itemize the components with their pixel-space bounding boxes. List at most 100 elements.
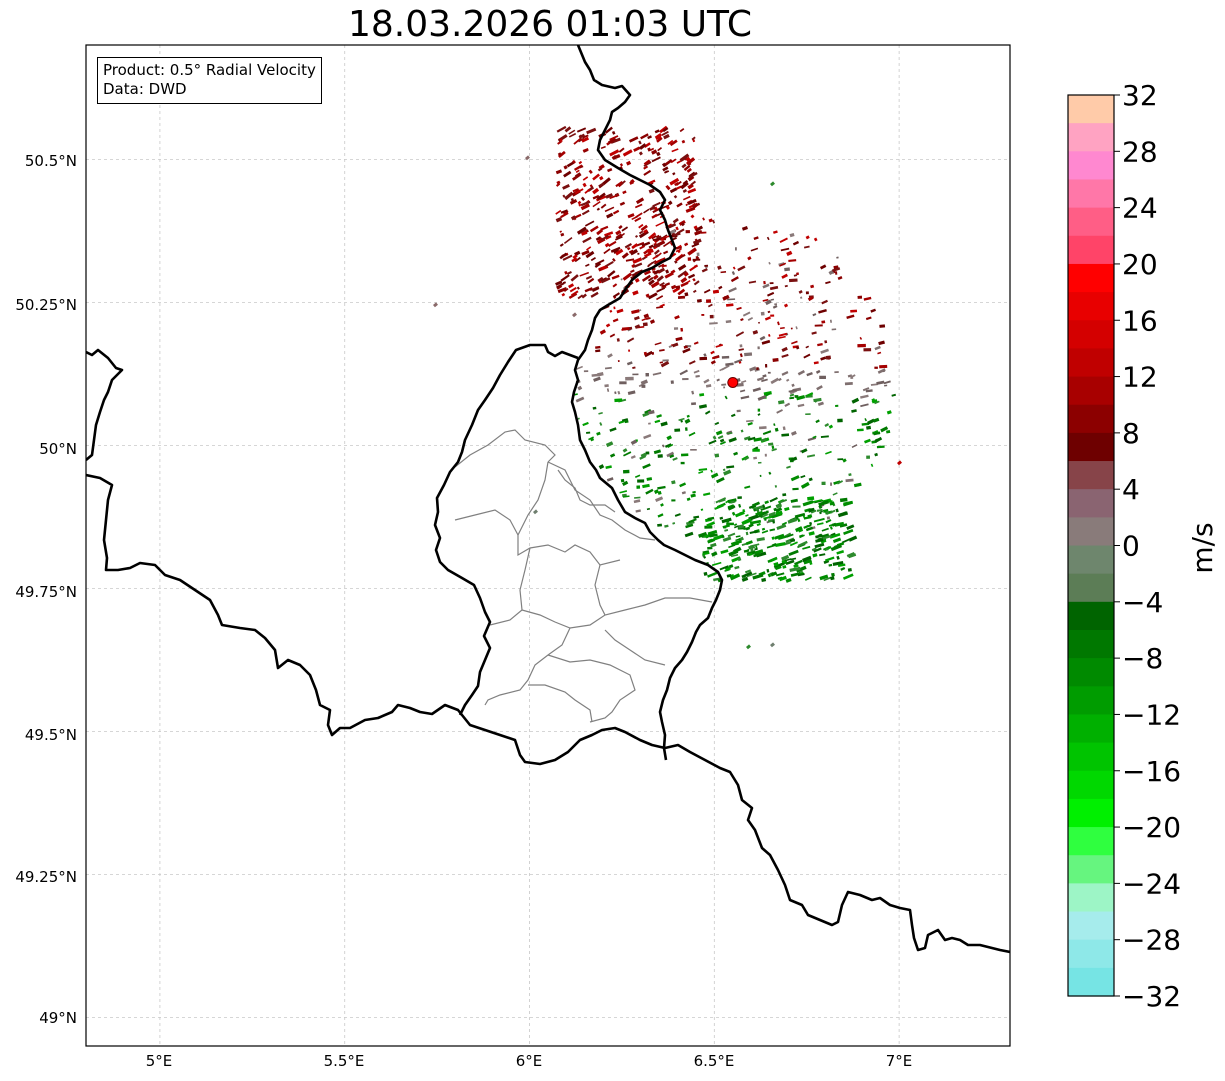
echo-cell	[643, 434, 652, 440]
echo-cell	[654, 129, 660, 134]
echo-cell	[831, 522, 837, 527]
echo-cell	[653, 246, 658, 250]
echo-cell	[731, 271, 736, 276]
echo-cell	[767, 310, 771, 314]
echo-cell	[598, 464, 605, 470]
echo-cell	[832, 537, 842, 543]
echo-cell	[686, 497, 691, 501]
echo-cell	[861, 422, 869, 426]
echo-cell	[817, 401, 824, 407]
echo-cell	[762, 283, 770, 289]
echo-cell	[653, 449, 662, 455]
echo-cell	[744, 569, 752, 574]
echo-cell	[812, 553, 818, 558]
echo-cell	[688, 171, 698, 179]
echo-cell	[621, 326, 630, 331]
echo-cell	[747, 316, 754, 321]
echo-cell	[573, 137, 582, 145]
echo-cell	[776, 523, 787, 531]
echo-cell	[611, 274, 620, 280]
echo-cell	[785, 577, 792, 583]
echo-cell	[652, 372, 662, 376]
echo-cell	[740, 429, 744, 433]
echo-cell	[659, 348, 665, 352]
echo-cell	[803, 524, 810, 529]
echo-cell	[719, 367, 724, 372]
echo-cell	[763, 280, 766, 285]
echo-cell	[594, 262, 602, 268]
echo-cell	[761, 339, 771, 345]
colorbar-band	[1068, 207, 1114, 237]
echo-cell	[680, 276, 688, 284]
echo-cell	[768, 261, 771, 265]
echo-cell	[741, 571, 753, 579]
echo-cell	[850, 309, 858, 313]
velocity-echoes	[432, 125, 902, 650]
echo-cell	[656, 414, 662, 419]
echo-cell	[572, 312, 577, 318]
echo-cell	[774, 484, 778, 488]
echo-cell	[686, 167, 692, 173]
echo-cell	[660, 360, 670, 368]
echo-cell	[767, 371, 771, 374]
echo-cell	[576, 286, 580, 290]
echo-cell	[686, 414, 690, 418]
echo-cell	[632, 290, 639, 296]
echo-cell	[835, 404, 839, 407]
echo-cell	[781, 554, 790, 561]
echo-cell	[743, 549, 750, 553]
echo-cell	[609, 453, 616, 458]
echo-cell	[757, 346, 760, 350]
echo-cell	[820, 348, 829, 354]
colorbar-band	[1068, 517, 1114, 547]
echo-cell	[632, 366, 636, 370]
echo-cell	[598, 412, 603, 415]
echo-cell	[643, 313, 650, 319]
echo-cell	[717, 265, 722, 270]
colorbar-tick-label: −20	[1122, 811, 1181, 844]
echo-cell	[711, 561, 722, 567]
echo-cell	[825, 281, 831, 285]
echo-cell	[779, 327, 785, 330]
echo-cell	[656, 151, 661, 157]
echo-cell	[739, 389, 746, 393]
echo-cell	[687, 273, 696, 279]
echo-cell	[646, 477, 653, 481]
echo-cell	[718, 285, 723, 290]
echo-cell	[632, 257, 643, 264]
echo-cell	[816, 522, 824, 526]
echo-cell	[621, 418, 629, 422]
echo-cell	[577, 385, 583, 391]
echo-cell	[783, 303, 789, 308]
echo-cell	[685, 523, 694, 529]
echo-cell	[874, 345, 881, 351]
echo-cell	[662, 127, 669, 133]
echo-cell	[878, 340, 885, 346]
echo-cell	[659, 303, 665, 308]
echo-cell	[616, 338, 620, 342]
colorbar-tick-label: −12	[1122, 698, 1181, 731]
echo-cell	[675, 248, 682, 253]
echo-cell	[661, 162, 667, 168]
echo-cell	[748, 552, 753, 557]
echo-cell	[650, 280, 660, 289]
echo-cell	[749, 519, 762, 525]
echo-cell	[666, 186, 671, 191]
echo-cell	[656, 295, 664, 301]
echo-cell	[696, 252, 700, 257]
echo-cell	[635, 197, 645, 205]
echo-cell	[744, 352, 753, 357]
echo-cell	[667, 443, 674, 448]
echo-cell	[587, 277, 595, 284]
echo-cell	[662, 264, 667, 267]
echo-cell	[683, 271, 689, 277]
echo-cell	[745, 540, 753, 546]
echo-cell	[582, 176, 589, 181]
echo-cell	[581, 231, 588, 236]
echo-cell	[788, 389, 797, 393]
echo-cell	[669, 139, 678, 147]
echo-cell	[566, 161, 575, 168]
echo-cell	[784, 558, 792, 562]
echo-cell	[631, 309, 640, 315]
echo-cell	[663, 133, 670, 140]
